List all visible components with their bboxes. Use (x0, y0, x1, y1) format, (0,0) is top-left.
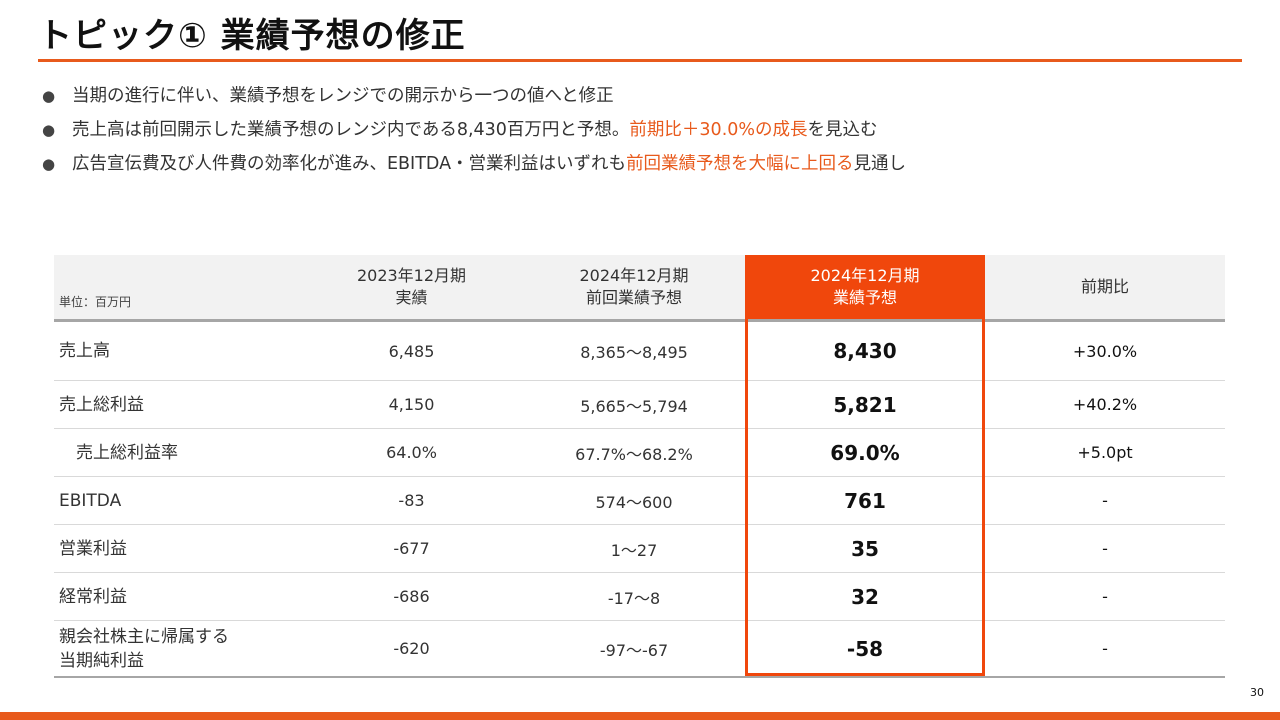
footer-bar (0, 712, 1280, 720)
bullet-dot-icon: ● (42, 155, 56, 173)
table-row: 売上総利益率 64.0% 67.7%〜68.2% 69.0% +5.0pt (54, 429, 1225, 477)
table-row: 売上高 6,485 8,365〜8,495 8,430 +30.0% (54, 322, 1225, 381)
forecast-value: 5,821 (833, 392, 897, 417)
bullet-text: を見込む (807, 120, 878, 140)
yoy-value: - (1102, 587, 1108, 606)
row-label: 売上高 (59, 341, 110, 361)
bullet-text: 見通し (853, 154, 907, 174)
bullet-text: 当期の進行に伴い、業績予想をレンジでの開示から一つの値へと修正 (72, 86, 614, 106)
row-label-line: 親会社株主に帰属する (59, 626, 229, 647)
bullet-item: ● 当期の進行に伴い、業績予想をレンジでの開示から一つの値へと修正 (42, 84, 906, 118)
forecast-value: 761 (844, 488, 886, 513)
header-line: 前回業績予想 (585, 288, 682, 307)
header-line: 2023年12月期 (356, 266, 467, 285)
table-row: 営業利益 -677 1〜27 35 - (54, 525, 1225, 573)
previous-forecast-value: 574〜600 (595, 492, 673, 512)
previous-forecast-value: -17〜8 (607, 588, 661, 608)
previous-forecast-value: 5,665〜5,794 (580, 396, 688, 416)
yoy-value: - (1102, 539, 1108, 558)
table-row: EBITDA -83 574〜600 761 - (54, 477, 1225, 525)
bullet-highlight: 前回業績予想を大幅に上回る (626, 154, 854, 174)
yoy-value: +5.0pt (1077, 443, 1133, 462)
page-number: 30 (1250, 686, 1264, 699)
table-row: 親会社株主に帰属する 当期純利益 -620 -97〜-67 -58 - (54, 621, 1225, 678)
forecast-value: 69.0% (830, 440, 900, 465)
header-current-forecast: 2024年12月期 業績予想 (745, 255, 985, 319)
row-label: 経常利益 (59, 586, 127, 607)
previous-forecast-value: -97〜-67 (599, 640, 669, 660)
bullet-highlight: 前期比＋30.0%の成長 (629, 120, 808, 140)
forecast-value: 8,430 (833, 339, 897, 363)
yoy-value: - (1102, 491, 1108, 510)
header-line: 業績予想 (832, 288, 897, 307)
actual-value: 4,150 (388, 395, 435, 414)
row-label: 親会社株主に帰属する 当期純利益 (54, 621, 324, 676)
header-line: 前期比 (1080, 277, 1129, 296)
yoy-value: - (1102, 639, 1108, 658)
actual-value: -83 (398, 491, 425, 510)
unit-label: 単位：百万円 (59, 295, 132, 309)
header-line: 2024年12月期 (579, 266, 689, 285)
bullet-dot-icon: ● (42, 87, 56, 105)
row-label: 売上総利益率 (76, 442, 178, 463)
header-actual-2023: 2023年12月期 実績 (324, 255, 499, 319)
row-label-line: 当期純利益 (59, 650, 144, 671)
bullet-text: 売上高は前回開示した業績予想のレンジ内である8,430百万円と予想。 (72, 120, 630, 140)
table-row: 売上総利益 4,150 5,665〜5,794 5,821 +40.2% (54, 381, 1225, 429)
table-row: 経常利益 -686 -17〜8 32 - (54, 573, 1225, 621)
actual-value: 64.0% (386, 443, 437, 462)
header-line: 実績 (395, 288, 428, 307)
bullet-item: ● 広告宣伝費及び人件費の効率化が進み、EBITDA・営業利益はいずれも前回業績予… (42, 152, 906, 186)
title-underline (38, 59, 1242, 62)
row-label: 売上総利益 (59, 394, 144, 415)
header-yoy: 前期比 (985, 255, 1225, 319)
table-header-row: 単位：百万円 2023年12月期 実績 2024年12月期 前回業績予想 前期比 (54, 255, 1225, 322)
row-label: 営業利益 (59, 538, 127, 559)
actual-value: -686 (393, 587, 430, 606)
row-label: EBITDA (59, 490, 122, 511)
forecast-highlight-box (745, 319, 985, 676)
bullet-dot-icon: ● (42, 121, 56, 139)
previous-forecast-value: 1〜27 (610, 540, 658, 560)
header-line: 2024年12月期 (810, 266, 920, 285)
actual-value: -620 (393, 639, 430, 658)
yoy-value: +30.0% (1072, 341, 1138, 361)
actual-value: -677 (393, 539, 430, 558)
actual-value: 6,485 (388, 341, 435, 361)
yoy-value: +40.2% (1072, 395, 1138, 414)
previous-forecast-value: 67.7%〜68.2% (575, 444, 693, 464)
bullet-item: ● 売上高は前回開示した業績予想のレンジ内である8,430百万円と予想。前期比＋3… (42, 118, 906, 152)
previous-forecast-value: 8,365〜8,495 (580, 343, 688, 362)
bullet-list: ● 当期の進行に伴い、業績予想をレンジでの開示から一つの値へと修正 ● 売上高は前回… (42, 84, 906, 186)
forecast-value: 32 (851, 584, 879, 609)
forecast-value: 35 (851, 536, 879, 561)
forecast-value: -58 (846, 636, 884, 661)
page-title: トピック① 業績予想の修正 (38, 16, 466, 56)
bullet-text: 広告宣伝費及び人件費の効率化が進み、EBITDA・営業利益はいずれも (72, 154, 627, 174)
header-previous-forecast: 2024年12月期 前回業績予想 (499, 255, 769, 319)
